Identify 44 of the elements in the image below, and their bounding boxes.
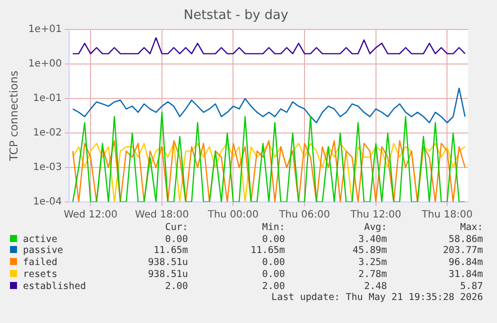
legend-label: established xyxy=(22,280,87,292)
text: 31.84m xyxy=(448,268,483,281)
y-tick-label: 1e+00 xyxy=(28,58,62,70)
y-tick-label: 1e-01 xyxy=(32,93,62,104)
text: Last update: Thu May 21 19:35:28 2026 xyxy=(270,292,483,304)
text: 2.48 xyxy=(363,280,387,292)
chart-title: Netstat - by day xyxy=(184,8,289,24)
text: 2.00 xyxy=(261,280,285,292)
y-tick-label: 1e-02 xyxy=(32,128,62,139)
text: 3.40m xyxy=(357,234,387,246)
text: Avg: xyxy=(363,222,387,234)
text: 0.00 xyxy=(164,234,188,246)
legend-label: active xyxy=(22,234,58,246)
text: Min: xyxy=(261,222,285,234)
x-tick-label: Wed 12:00 xyxy=(64,210,118,221)
text: Cur: xyxy=(164,222,188,234)
text: 0.00 xyxy=(261,268,285,281)
y-tick-label: 1e-04 xyxy=(32,196,62,208)
text: Max: xyxy=(459,222,483,234)
text: 96.84m xyxy=(448,257,483,269)
text: 0.00 xyxy=(261,234,285,246)
x-tick-label: Wed 18:00 xyxy=(135,210,189,221)
text: 0.00 xyxy=(261,257,285,269)
legend-label: failed xyxy=(22,257,58,269)
text: 3.25m xyxy=(357,257,387,269)
text: 203.77m xyxy=(442,245,483,258)
text: 2.00 xyxy=(164,280,188,292)
legend-label: resets xyxy=(22,268,58,281)
y-axis-title: TCP connections xyxy=(7,70,20,162)
legend-label: passive xyxy=(22,245,64,258)
text: 58.86m xyxy=(448,234,483,246)
text: 938.51u xyxy=(146,257,188,269)
text: 5.87 xyxy=(459,280,483,292)
x-tick-label: Thu 18:00 xyxy=(420,210,473,221)
y-tick-label: 1e-03 xyxy=(32,162,62,174)
text: 11.65m xyxy=(250,245,285,258)
text: 45.89m xyxy=(352,245,387,258)
x-tick-label: Thu 06:00 xyxy=(278,210,330,221)
y-tick-label: 1e+01 xyxy=(28,24,62,36)
text: 2.78m xyxy=(357,268,387,281)
text: 11.65m xyxy=(152,245,188,258)
text: 938.51u xyxy=(146,268,188,281)
x-tick-label: Thu 12:00 xyxy=(349,210,402,221)
x-tick-label: Thu 00:00 xyxy=(206,210,259,221)
